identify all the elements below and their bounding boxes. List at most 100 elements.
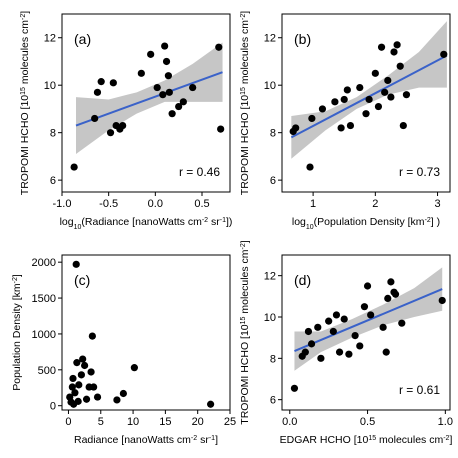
data-point <box>374 102 383 111</box>
y-tick-label: 0 <box>50 401 56 413</box>
data-point <box>318 105 327 113</box>
data-point <box>81 361 89 370</box>
y-tick-label: 6 <box>270 395 276 407</box>
label-part: TROPOMI HCHO [10 <box>19 95 31 196</box>
plot-frame <box>61 254 231 411</box>
y-tick-label: 10 <box>264 312 276 324</box>
data-point <box>337 124 345 132</box>
data-point <box>71 389 79 397</box>
data-point <box>356 342 364 350</box>
data-point <box>168 110 176 118</box>
label-part: -1 <box>209 435 215 442</box>
data-point <box>147 50 155 58</box>
y-axis-label: TROPOMI HCHO [1015 molecules cm-2] <box>239 240 251 425</box>
data-point <box>137 69 145 77</box>
correlation-label: r = 0.73 <box>399 165 440 179</box>
data-point <box>161 42 169 50</box>
data-point <box>70 163 78 171</box>
data-point <box>381 88 389 96</box>
data-point <box>331 98 339 106</box>
data-point <box>215 43 223 51</box>
x-tick-label: 0 <box>65 416 71 428</box>
data-point <box>306 163 314 171</box>
label-part: ] ) <box>431 216 440 228</box>
x-tick-label: 1 <box>310 198 316 210</box>
data-point <box>399 121 407 130</box>
data-point <box>343 86 351 94</box>
data-point <box>93 88 102 96</box>
data-point <box>346 121 355 130</box>
data-point <box>130 364 138 372</box>
data-point <box>72 260 80 268</box>
data-point <box>363 282 372 290</box>
y-tick-label: 1500 <box>32 293 56 305</box>
data-point <box>325 317 333 325</box>
y-tick-label: 6 <box>50 175 56 187</box>
data-point <box>387 278 395 286</box>
x-tick-label: 25 <box>224 416 236 428</box>
x-axis-label: log10(Population Density [km-2] ) <box>292 216 440 231</box>
panel-label: (b) <box>294 31 311 47</box>
data-point <box>207 400 215 408</box>
data-point <box>382 348 390 356</box>
y-tick-label: 10 <box>264 80 276 92</box>
data-point <box>91 114 99 123</box>
data-point <box>301 348 309 356</box>
panel-label: (d) <box>294 272 311 288</box>
data-point <box>365 95 373 104</box>
x-tick-label: 10 <box>127 416 139 428</box>
data-point <box>398 319 406 327</box>
y-tick-label: 500 <box>38 365 56 377</box>
data-point <box>317 354 325 362</box>
data-point <box>314 323 322 331</box>
data-point <box>189 83 197 92</box>
y-tick-label: 12 <box>264 33 276 45</box>
data-point <box>379 323 387 331</box>
panel-label: (a) <box>74 31 91 47</box>
label-part: molecules cm <box>239 20 251 87</box>
data-point <box>377 43 386 51</box>
y-tick-label: 8 <box>270 353 276 365</box>
x-tick-label: 2 <box>372 198 378 210</box>
label-part: -2 <box>240 14 247 20</box>
regression-line <box>75 71 223 127</box>
data-point <box>113 396 121 404</box>
x-axis-label: log10(Radiance [nanoWatts cm-2 sr-1]) <box>60 216 233 231</box>
label-part: ] <box>239 11 251 14</box>
data-point <box>393 41 401 49</box>
panel-c: 0 5 10 15 20 25 0 500 1000 1500 2000 (c) Radiance [n… <box>11 254 236 446</box>
data-point <box>109 79 117 87</box>
label-part: 15 <box>368 435 376 442</box>
y-tick-label: 8 <box>50 128 56 140</box>
panel-label: (c) <box>74 272 90 288</box>
data-point <box>345 350 353 358</box>
y-tick-label: 10 <box>44 80 56 92</box>
data-point <box>79 355 87 363</box>
x-tick-label: 20 <box>192 416 204 428</box>
x-tick-label: 0.5 <box>194 198 209 210</box>
label-part: 10 <box>306 224 314 231</box>
data-point <box>340 95 348 104</box>
data-point <box>97 78 105 86</box>
data-point <box>402 91 411 99</box>
label-part: (Population Density [km <box>314 216 425 228</box>
panel-d: 0.0 0.5 1.0 6 8 10 12 (d) r = 0.61 EDGAR HCHO [10… <box>239 240 453 446</box>
y-tick-label: 8 <box>270 128 276 140</box>
label-part: ] <box>11 274 23 277</box>
label-part: ]) <box>226 216 232 228</box>
x-tick-label: 0.0 <box>282 416 297 428</box>
label-part: ] <box>215 434 218 446</box>
data-point <box>362 110 370 118</box>
data-point <box>335 348 344 356</box>
data-point <box>307 340 316 348</box>
data-point <box>440 50 448 58</box>
label-part: molecules cm <box>239 249 251 316</box>
data-point <box>69 374 77 383</box>
data-point <box>384 76 392 85</box>
data-point <box>360 303 369 311</box>
plot-frame <box>281 254 451 411</box>
data-point <box>90 383 98 391</box>
data-point <box>391 290 400 298</box>
